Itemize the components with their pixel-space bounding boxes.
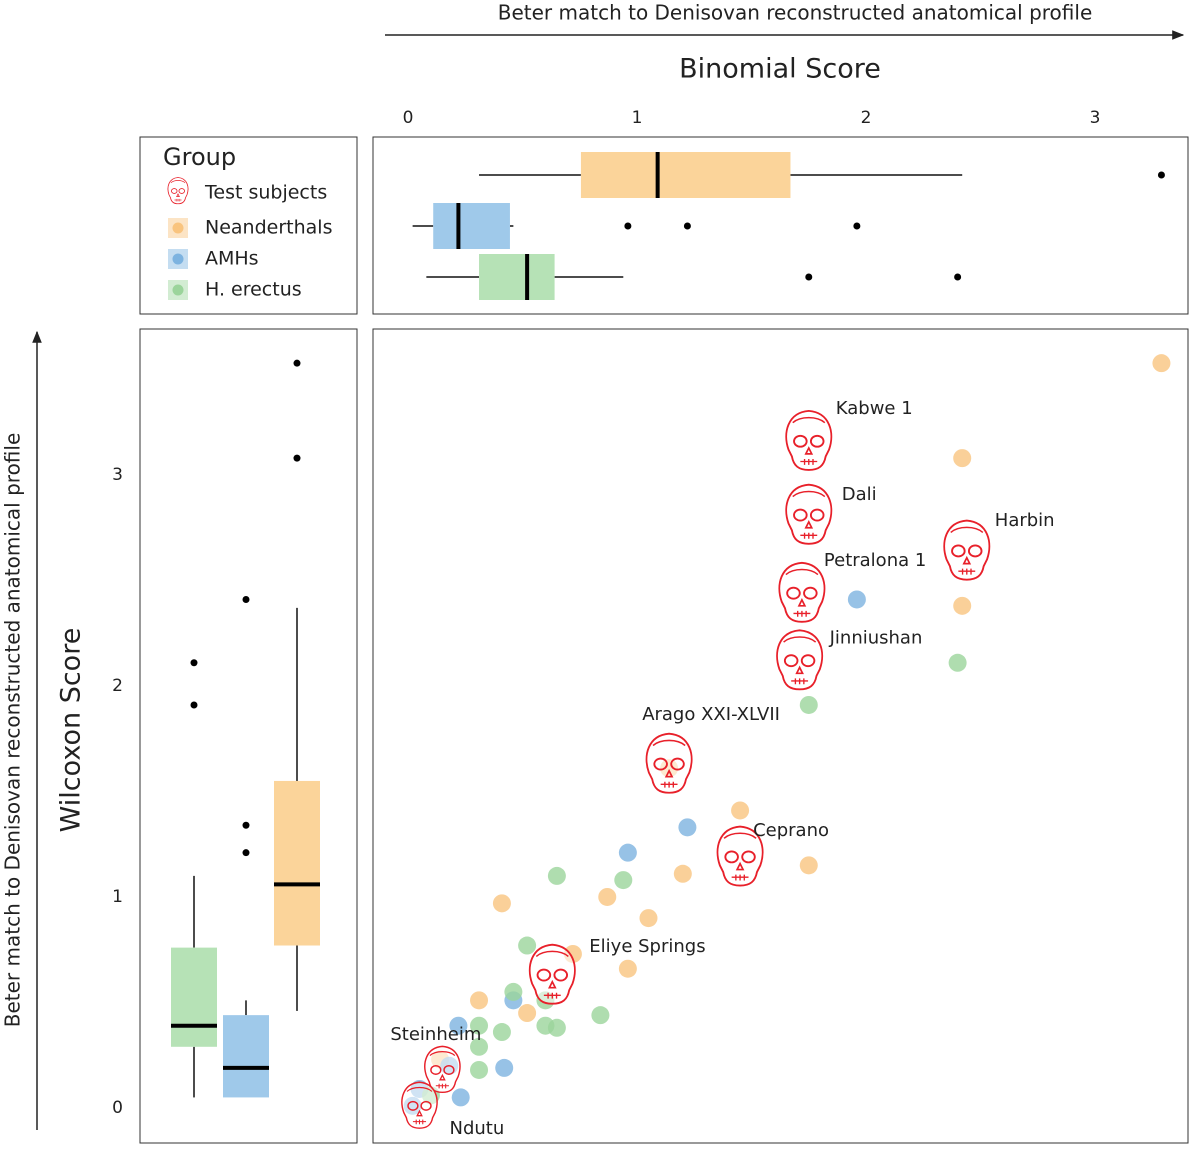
x-tick-label: 3 — [1090, 108, 1101, 128]
scatter-point — [518, 1004, 537, 1023]
legend-panel — [139, 136, 358, 315]
scatter-point — [799, 856, 818, 875]
outlier — [683, 222, 691, 230]
legend-label: H. erectus — [205, 279, 302, 301]
x-tick-label: 2 — [861, 108, 872, 128]
scatter-point — [953, 596, 972, 615]
legend-label: Neanderthals — [205, 217, 332, 239]
scatter-point — [536, 1016, 555, 1035]
scatter-point — [948, 653, 967, 672]
x-arrow-label: Beter match to Denisovan reconstructed a… — [498, 1, 1093, 25]
test-subject-label: Jinniushan — [829, 628, 923, 649]
outlier — [242, 595, 250, 603]
scatter-point — [492, 1023, 511, 1042]
scatter-point — [678, 818, 697, 837]
test-subject-label: Kabwe 1 — [836, 398, 913, 419]
test-subject-label: Ceprano — [753, 820, 829, 841]
y-arrow-label: Beter match to Denisovan reconstructed a… — [1, 433, 25, 1028]
outlier — [242, 849, 250, 857]
x-tick-label: 0 — [403, 108, 414, 128]
box — [580, 152, 791, 198]
outlier — [805, 273, 813, 281]
outlier — [853, 222, 861, 230]
test-subject-icon — [785, 409, 833, 471]
legend-marker — [172, 253, 184, 265]
y-tick-label: 2 — [112, 676, 123, 696]
scatter-point — [518, 936, 537, 955]
test-subject-icon — [401, 1081, 438, 1129]
scatter-point — [470, 1016, 489, 1035]
scatter-point — [547, 866, 566, 885]
scatter-point — [1152, 354, 1171, 373]
scatter-point — [470, 1060, 489, 1079]
outlier — [1157, 171, 1165, 179]
outlier — [242, 821, 250, 829]
top-box-panel — [372, 136, 1189, 315]
scatter-point — [504, 982, 523, 1001]
test-subject-icon — [776, 629, 824, 691]
outlier — [293, 359, 301, 367]
outlier — [190, 701, 198, 709]
outlier — [293, 454, 301, 462]
y-tick-label: 0 — [112, 1098, 123, 1118]
test-subject-icon — [528, 943, 576, 1005]
legend-skull — [167, 177, 189, 205]
legend-marker — [172, 284, 184, 296]
scatter-point — [449, 1016, 468, 1035]
scatter-point — [731, 801, 750, 820]
x-axis-title: Binomial Score — [679, 54, 881, 85]
scatter-point — [495, 1058, 514, 1077]
test-subject-label: Eliye Springs — [589, 936, 705, 957]
box — [274, 780, 320, 946]
scatter-point — [673, 864, 692, 883]
y-tick-label: 3 — [112, 465, 123, 485]
scatter-panel — [372, 328, 1189, 1144]
y-axis-title: Wilcoxon Score — [56, 628, 87, 833]
scatter-point — [799, 695, 818, 714]
legend-label: Test subjects — [204, 182, 327, 204]
scatter-point — [598, 887, 617, 906]
scatter-point — [591, 1006, 610, 1025]
test-subject-label: Petralona 1 — [824, 550, 926, 571]
box — [479, 254, 555, 300]
test-subject-label: Ndutu — [449, 1118, 504, 1139]
scatter-point — [847, 590, 866, 609]
test-subject-icon — [785, 483, 833, 545]
scatter-point — [618, 959, 637, 978]
left-box-panel — [139, 328, 358, 1144]
test-subject-label: Steinheim — [390, 1024, 481, 1045]
box — [433, 203, 510, 249]
test-subject-icon — [645, 732, 693, 794]
test-subject-icon — [778, 561, 826, 623]
outlier — [624, 222, 632, 230]
test-subject-label: Harbin — [995, 510, 1055, 531]
x-tick-label: 1 — [632, 108, 643, 128]
outlier — [190, 659, 198, 667]
legend-label: AMHs — [205, 248, 259, 270]
scatter-point — [618, 843, 637, 862]
scatter-point — [639, 909, 658, 928]
outlier — [954, 273, 962, 281]
legend-marker — [172, 222, 184, 234]
y-tick-label: 1 — [112, 887, 123, 907]
scatter-point — [953, 449, 972, 468]
test-subject-label: Dali — [842, 484, 877, 505]
scatter-point — [470, 991, 489, 1010]
test-subject-label: Arago XXI-XLVII — [642, 704, 780, 725]
box — [223, 1015, 269, 1098]
test-subject-icon — [943, 519, 991, 581]
scatter-point — [492, 894, 511, 913]
scatter-point — [470, 1037, 489, 1056]
scatter-point — [451, 1088, 470, 1107]
scatter-point — [614, 871, 633, 890]
legend-title: Group — [163, 143, 236, 171]
box — [171, 947, 217, 1047]
